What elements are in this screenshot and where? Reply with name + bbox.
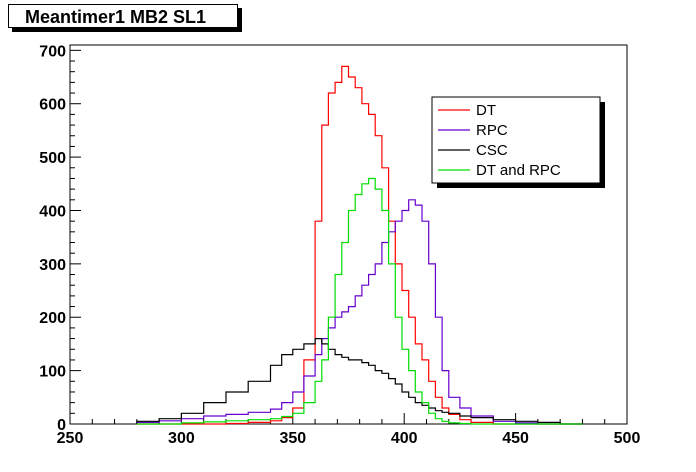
- y-tick-label: 400: [39, 203, 66, 220]
- x-tick-label: 500: [614, 430, 641, 447]
- x-tick-label: 250: [57, 430, 84, 447]
- series-lines: [136, 65, 583, 425]
- y-tick-label: 500: [39, 150, 66, 167]
- series-dt: [136, 65, 583, 425]
- series-rpc: [136, 199, 583, 425]
- x-tick-label: 300: [168, 430, 195, 447]
- y-tick-label: 200: [39, 310, 66, 327]
- legend-box: [431, 96, 601, 184]
- y-tick-label: 300: [39, 257, 66, 274]
- legend: DT RPC CSC DT and RPC: [431, 96, 605, 188]
- chart-title: Meantimer1 MB2 SL1: [8, 4, 238, 28]
- axes: 250 300 350 400 450 500 0 100 200 300 400 500 600 700: [39, 43, 640, 447]
- y-tick-label: 100: [39, 364, 66, 381]
- legend-label-csc: CSC: [476, 142, 508, 159]
- y-tick-label: 700: [39, 43, 66, 60]
- legend-label-rpc: RPC: [476, 122, 508, 139]
- series-dt-and-rpc: [136, 177, 583, 425]
- legend-label-dt-and-rpc: DT and RPC: [476, 162, 561, 179]
- x-tick-label: 350: [279, 430, 306, 447]
- legend-label-dt: DT: [476, 102, 496, 119]
- x-tick-label: 450: [502, 430, 529, 447]
- y-tick-label: 0: [57, 417, 66, 434]
- x-tick-label: 400: [391, 430, 418, 447]
- series-csc: [136, 338, 583, 425]
- y-tick-label: 600: [39, 97, 66, 114]
